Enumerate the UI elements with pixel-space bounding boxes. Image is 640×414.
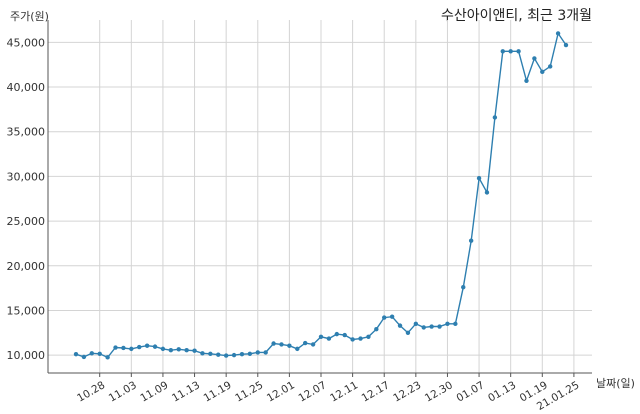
data-point xyxy=(184,348,189,353)
y-axis-label: 주가(원) xyxy=(10,10,49,23)
x-tick-label: 12.30 xyxy=(423,379,455,404)
data-point xyxy=(413,321,419,327)
data-point xyxy=(429,324,434,329)
y-tick-label: 20,000 xyxy=(7,260,46,273)
data-point xyxy=(468,238,474,243)
data-point xyxy=(97,351,102,356)
x-tick-label: 11.19 xyxy=(202,379,234,404)
data-point xyxy=(445,321,450,327)
data-point xyxy=(397,323,403,328)
y-tick-label: 15,000 xyxy=(7,304,46,317)
data-point xyxy=(342,332,347,338)
data-point xyxy=(334,331,340,337)
data-point xyxy=(144,343,150,348)
data-point xyxy=(492,115,498,120)
data-point xyxy=(421,325,426,330)
data-point xyxy=(200,351,205,356)
data-point xyxy=(121,345,126,351)
data-point xyxy=(239,352,245,357)
x-tick-label: 01.07 xyxy=(455,379,487,404)
data-point xyxy=(389,314,395,319)
data-point xyxy=(524,78,529,83)
data-point xyxy=(255,350,260,355)
data-point xyxy=(405,330,411,335)
data-point xyxy=(302,340,308,346)
y-tick-label: 40,000 xyxy=(7,81,46,94)
data-point xyxy=(358,336,363,341)
x-tick-label: 12.07 xyxy=(296,379,328,404)
x-tick-label: 12.01 xyxy=(265,379,297,404)
data-point xyxy=(318,334,324,340)
x-tick-label: 12.17 xyxy=(360,379,392,404)
data-point xyxy=(366,334,371,340)
data-point xyxy=(437,324,442,329)
data-point xyxy=(563,42,569,48)
x-axis-label: 날짜(일) xyxy=(596,377,635,390)
data-point xyxy=(547,64,553,69)
data-point xyxy=(105,355,110,360)
data-point xyxy=(129,346,134,352)
x-tick-label: 11.25 xyxy=(233,379,265,404)
data-point xyxy=(160,346,166,352)
data-point xyxy=(310,342,316,347)
x-tick-label: 10.28 xyxy=(75,379,107,404)
data-point xyxy=(81,354,87,360)
data-point xyxy=(271,341,276,346)
data-point xyxy=(73,352,79,357)
data-point xyxy=(295,346,300,352)
data-point xyxy=(168,348,174,353)
data-point xyxy=(350,337,355,342)
data-point xyxy=(453,321,458,327)
x-tick-label: 01.13 xyxy=(486,379,518,404)
data-point xyxy=(231,352,237,358)
data-point xyxy=(484,190,490,195)
data-point xyxy=(137,344,142,350)
data-point xyxy=(208,351,213,356)
y-tick-label: 25,000 xyxy=(7,215,46,228)
y-tick-label: 30,000 xyxy=(7,170,46,183)
x-tick-label: 12.23 xyxy=(391,379,423,404)
x-tick-label: 11.03 xyxy=(107,379,139,404)
data-point xyxy=(152,344,158,349)
data-point xyxy=(500,49,505,54)
x-tick-label: 12.11 xyxy=(328,379,360,404)
data-point xyxy=(223,353,229,358)
data-point xyxy=(192,348,197,353)
data-point xyxy=(279,342,284,347)
data-point xyxy=(476,175,482,181)
data-point xyxy=(555,31,561,36)
data-point xyxy=(382,315,387,320)
x-tick-label: 11.13 xyxy=(170,379,202,404)
data-point xyxy=(374,327,379,332)
data-point xyxy=(532,56,537,61)
data-point xyxy=(461,285,466,290)
data-point xyxy=(176,347,181,352)
y-tick-label: 35,000 xyxy=(7,126,46,139)
data-point xyxy=(540,69,545,75)
y-tick-label: 45,000 xyxy=(7,36,46,49)
data-point xyxy=(516,49,521,54)
x-tick-label: 11.09 xyxy=(138,379,170,404)
y-tick-label: 10,000 xyxy=(7,349,46,362)
data-point xyxy=(216,352,221,357)
data-point xyxy=(287,343,292,348)
data-point xyxy=(113,345,118,350)
data-point xyxy=(326,336,332,341)
data-point xyxy=(89,351,95,356)
data-point xyxy=(263,350,268,355)
data-point xyxy=(247,351,253,356)
data-point xyxy=(508,49,513,54)
